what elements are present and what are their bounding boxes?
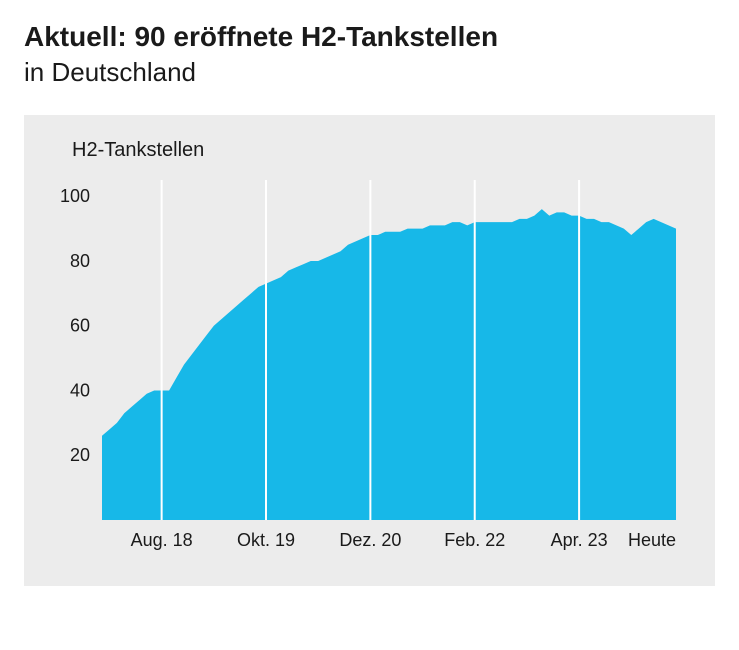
y-tick-label: 80 [70,251,90,271]
y-tick-label: 40 [70,381,90,401]
x-tick-label: Feb. 22 [444,530,505,550]
series-label: H2-Tankstellen [72,139,695,162]
area-chart: 20 40 60 80 100 Aug. 18 Okt. 19 Dez. 20 Feb. 22 A… [40,176,680,556]
y-tick-label: 20 [70,446,90,466]
chart-card: H2-Tankstellen 20 40 60 80 100 Aug. 18 Okt. 19… [24,115,715,586]
x-tick-label: Dez. 20 [339,530,401,550]
area-series [102,210,676,521]
y-tick-label: 100 [60,187,90,207]
x-tick-label: Okt. 19 [237,530,295,550]
chart-subtitle: in Deutschland [24,56,715,90]
x-tick-label: Apr. 23 [551,530,608,550]
x-tick-label: Aug. 18 [131,530,193,550]
y-tick-label: 60 [70,316,90,336]
x-tick-label: Heute [628,530,676,550]
chart-title: Aktuell: 90 eröffnete H2-Tankstellen [24,20,715,54]
